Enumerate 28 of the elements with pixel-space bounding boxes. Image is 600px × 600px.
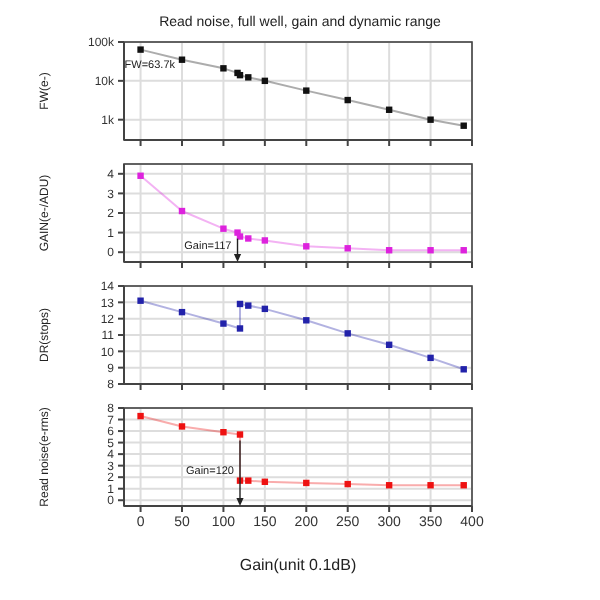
point — [137, 46, 144, 53]
point — [236, 431, 244, 438]
point — [303, 243, 310, 250]
point — [236, 233, 244, 240]
point — [220, 225, 227, 232]
point — [245, 302, 252, 309]
point — [427, 247, 434, 254]
point — [220, 65, 227, 72]
point — [303, 317, 310, 324]
point — [303, 87, 310, 94]
point — [460, 366, 467, 373]
point — [137, 172, 144, 179]
point — [261, 237, 269, 244]
point — [178, 423, 186, 430]
point — [220, 320, 227, 327]
point — [245, 477, 252, 484]
point — [245, 74, 252, 81]
point — [245, 235, 252, 242]
point — [137, 412, 144, 420]
x-axis-title: Gain(unit 0.1dB) — [239, 556, 357, 574]
point — [427, 116, 434, 123]
line-series — [137, 172, 467, 254]
point — [220, 429, 227, 436]
point — [427, 354, 434, 362]
point — [137, 297, 144, 304]
point — [236, 325, 244, 332]
point — [344, 330, 351, 337]
point — [427, 482, 434, 489]
